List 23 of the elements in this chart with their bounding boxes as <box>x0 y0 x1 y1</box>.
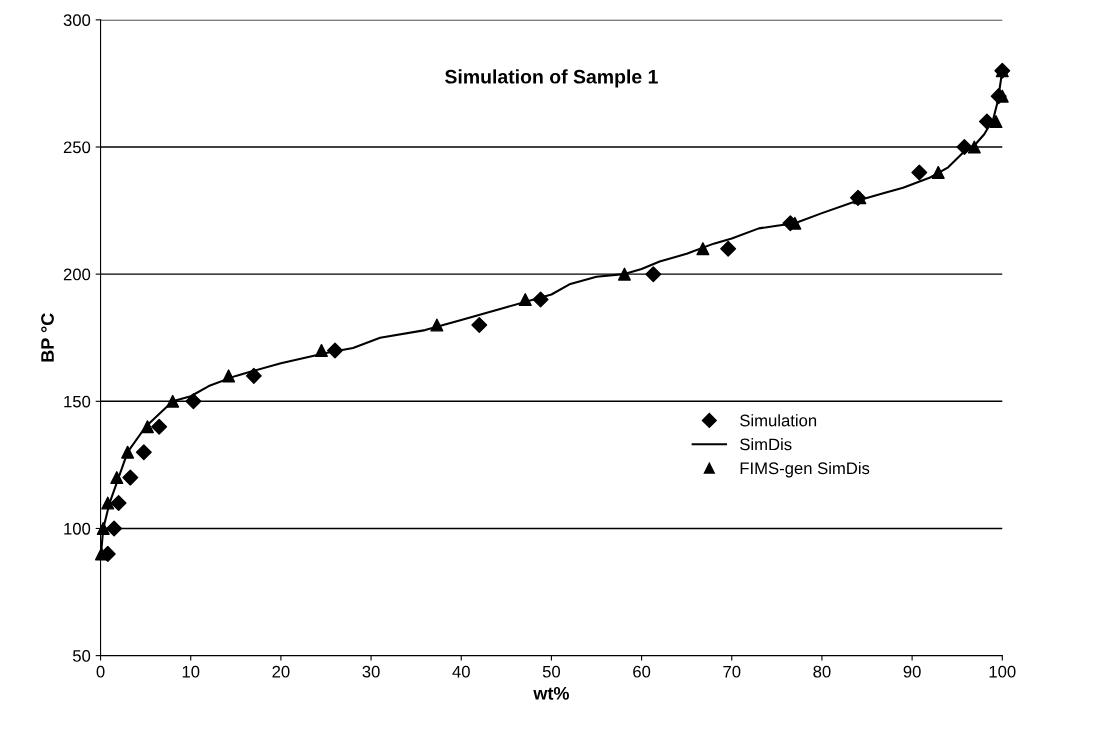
legend-label: SimDis <box>740 438 792 451</box>
x-tick-label: 70 <box>723 665 741 678</box>
y-axis-title: BP °C <box>41 313 54 362</box>
y-tick-label: 200 <box>63 268 91 281</box>
x-axis-title: wt% <box>533 686 569 700</box>
x-tick-label: 50 <box>542 665 561 678</box>
x-tick-label: 20 <box>272 665 290 678</box>
y-tick-label: 100 <box>64 522 91 535</box>
text: Simulation of Sample 1 <box>445 69 658 88</box>
x-tick-label: 90 <box>903 665 921 678</box>
x-tick-label: 100 <box>989 665 1016 678</box>
legend-label: FIMS-gen SimDis <box>740 461 870 478</box>
y-tick-label: 250 <box>63 141 91 154</box>
x-tick-label: 60 <box>633 665 651 678</box>
y-tick-label: 150 <box>64 395 91 408</box>
x-tick-label: 30 <box>362 665 380 678</box>
y-tick-label: 50 <box>72 650 91 662</box>
y-tick-label: 300 <box>63 14 91 27</box>
x-tick-label: 40 <box>452 665 470 678</box>
legend-label: Simulation <box>740 414 817 427</box>
x-tick-label: 10 <box>182 665 200 678</box>
x-tick-label: 0 <box>96 665 105 678</box>
x-tick-label: 80 <box>813 665 831 678</box>
